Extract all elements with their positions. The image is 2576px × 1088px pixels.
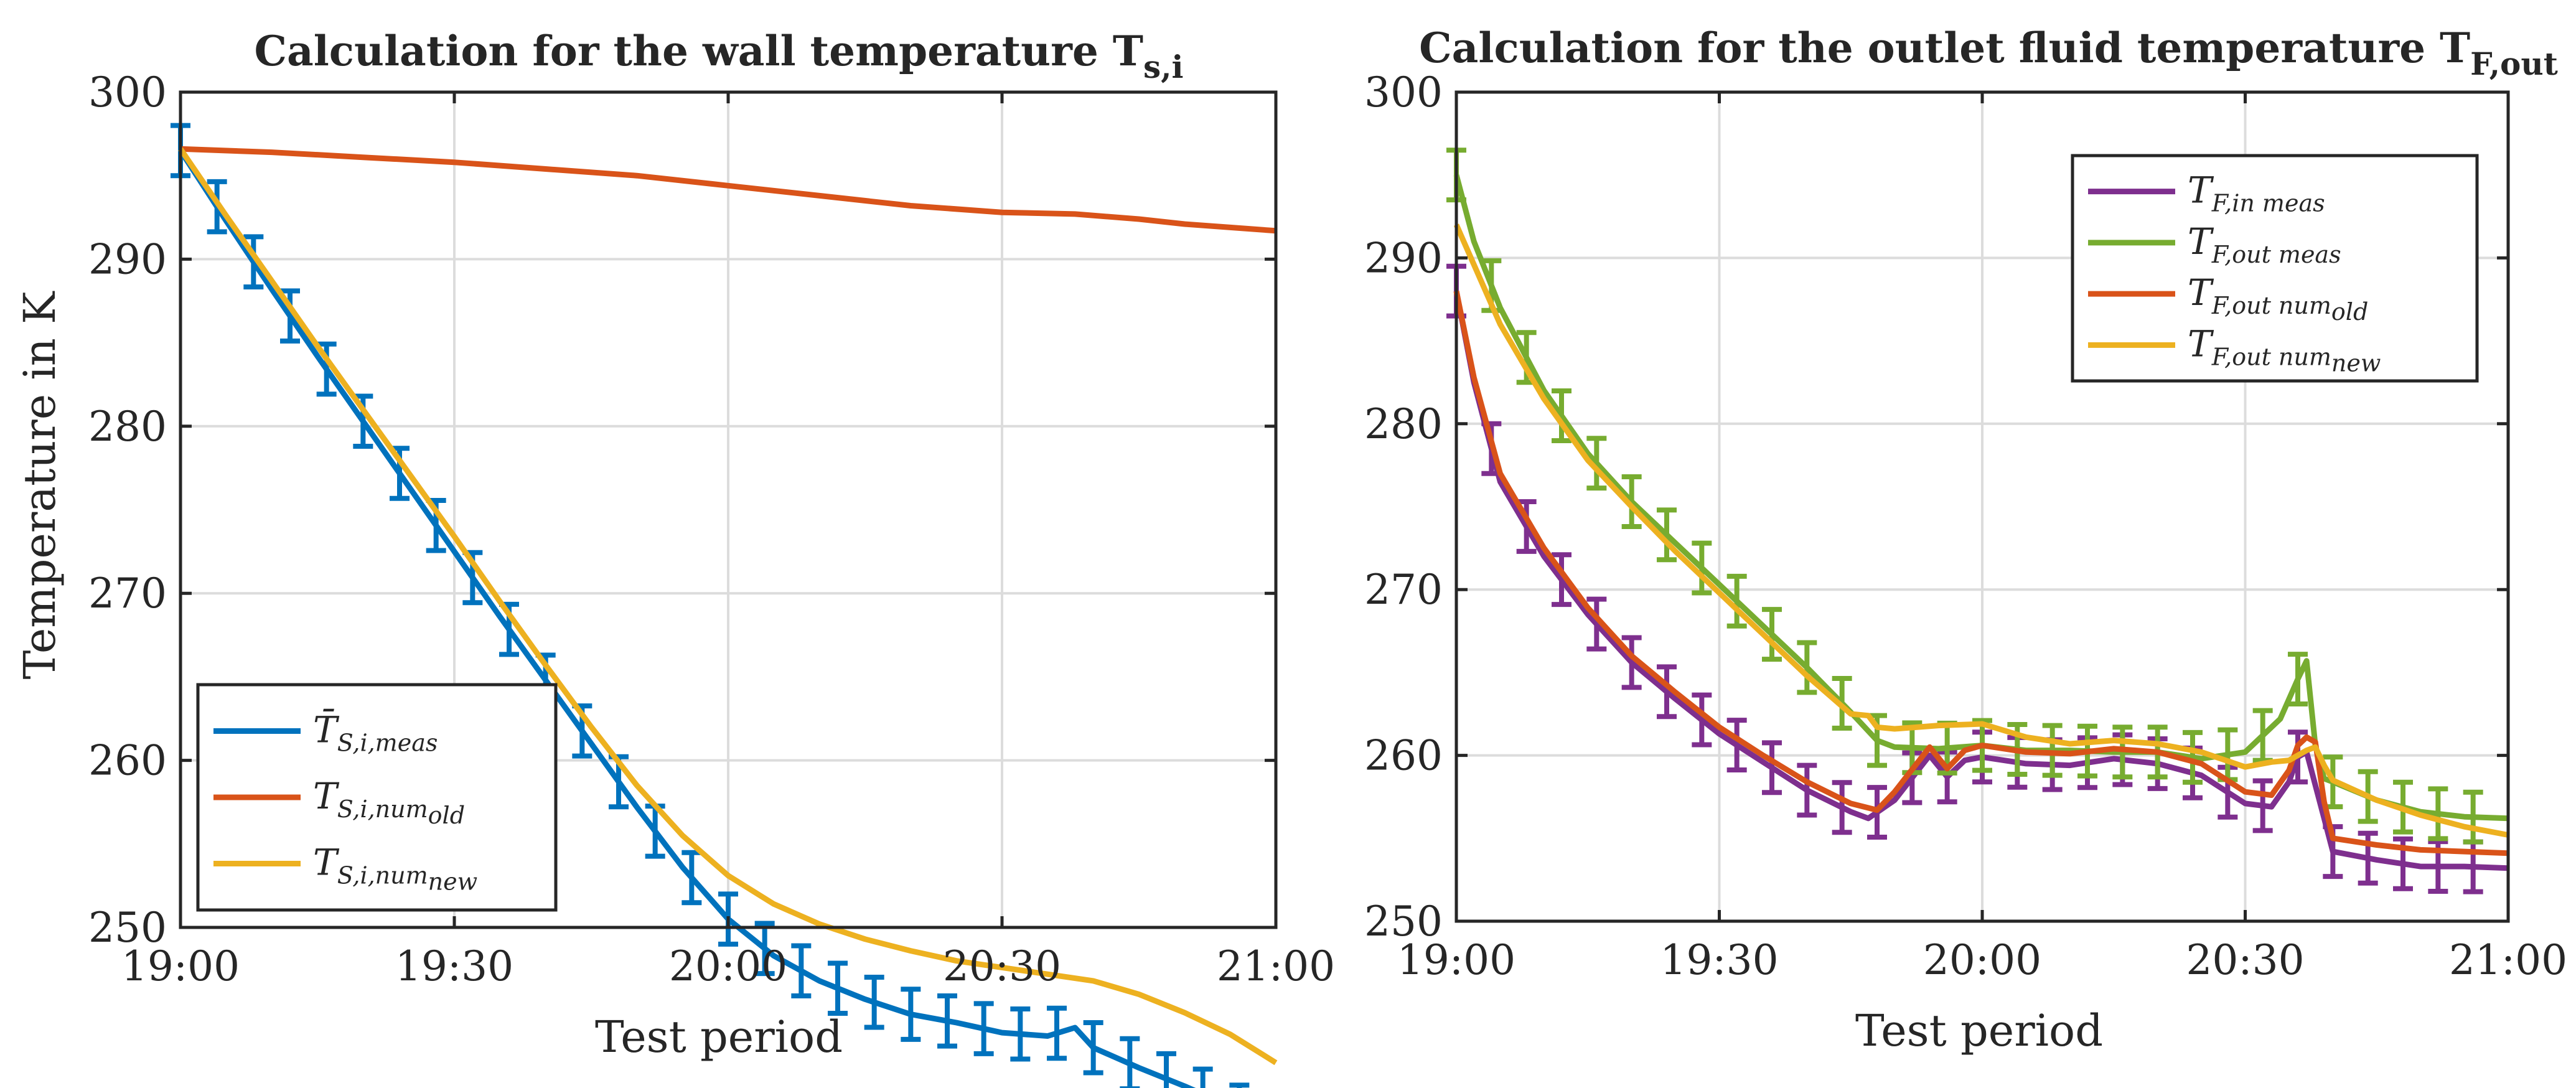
error-bar bbox=[1832, 780, 1852, 835]
error-bar bbox=[1692, 692, 1712, 748]
x-axis-label: Test period bbox=[595, 1011, 843, 1062]
wall-temperature-chart: Calculation for the wall temperature Ts,… bbox=[14, 27, 1335, 1088]
series-line bbox=[178, 149, 1196, 1088]
legend-entry: TF,out meas bbox=[2188, 220, 2341, 268]
y-tick-label: 290 bbox=[88, 235, 167, 283]
error-bar bbox=[1552, 552, 1571, 607]
error-bar bbox=[243, 234, 264, 289]
error-bar bbox=[1797, 762, 1817, 818]
chart-title: Calculation for the outlet fluid tempera… bbox=[1419, 24, 2558, 82]
error-bar bbox=[2252, 778, 2273, 833]
error-bar bbox=[973, 1001, 994, 1056]
y-tick-label: 260 bbox=[1364, 732, 1443, 780]
legend-entry: TF,out numold bbox=[2188, 271, 2368, 326]
error-bar bbox=[1010, 1006, 1031, 1062]
legend-entry: TS,i,numnew bbox=[313, 841, 477, 895]
error-bar bbox=[828, 960, 848, 1016]
error-bar bbox=[1156, 1051, 1176, 1088]
error-bar bbox=[1120, 1036, 1140, 1088]
error-bar bbox=[1586, 596, 1607, 652]
error-bar bbox=[1657, 664, 1677, 720]
legend-entry: T̄S,i,meas bbox=[313, 708, 438, 757]
error-bar bbox=[2428, 786, 2448, 842]
x-tick-label: 21:00 bbox=[1217, 942, 1335, 990]
error-bar bbox=[937, 993, 957, 1049]
error-bar bbox=[1083, 1020, 1103, 1076]
x-tick-label: 21:00 bbox=[2449, 936, 2567, 984]
series-line bbox=[180, 146, 1276, 234]
error-bar bbox=[1762, 607, 1782, 662]
y-tick-label: 270 bbox=[88, 570, 167, 617]
x-tick-label: 19:00 bbox=[1397, 936, 1515, 984]
error-bar bbox=[791, 943, 812, 999]
series-line bbox=[1453, 290, 2509, 856]
error-bar bbox=[1726, 573, 1747, 629]
error-bar bbox=[1552, 388, 1571, 443]
y-tick-label: 260 bbox=[88, 737, 167, 785]
y-tick-label: 280 bbox=[1364, 400, 1443, 448]
legend: T̄S,i,meas TS,i,numold TS,i,numnew bbox=[196, 683, 558, 912]
series-line bbox=[178, 147, 1278, 1066]
error-bar bbox=[1692, 540, 1712, 596]
error-bar bbox=[754, 921, 775, 977]
y-axis-label: Temperature in K bbox=[14, 291, 65, 680]
chart-title: Calculation for the wall temperature Ts,… bbox=[254, 27, 1183, 85]
error-bar bbox=[1047, 1005, 1067, 1061]
y-tick-label: 280 bbox=[88, 403, 167, 451]
error-bar bbox=[2288, 652, 2308, 707]
error-bar bbox=[1192, 1066, 1213, 1088]
y-tick-label: 300 bbox=[88, 68, 167, 116]
y-tick-label: 250 bbox=[88, 904, 167, 952]
error-bar bbox=[1229, 1082, 1250, 1088]
error-bar bbox=[2463, 789, 2483, 845]
error-bar bbox=[1621, 635, 1642, 690]
legend-entry: TF,in meas bbox=[2188, 169, 2325, 217]
x-axis-label: Test period bbox=[1855, 1005, 2103, 1056]
error-bar bbox=[1586, 436, 1607, 491]
y-tick-label: 290 bbox=[1364, 234, 1443, 282]
x-tick-label: 20:00 bbox=[669, 942, 787, 990]
x-tick-label: 19:30 bbox=[1660, 936, 1778, 984]
series-line bbox=[1453, 223, 2509, 838]
error-bar bbox=[1621, 474, 1642, 529]
legend-entry: TF,out numnew bbox=[2188, 322, 2381, 377]
y-tick-label: 270 bbox=[1364, 566, 1443, 614]
error-bar bbox=[2183, 729, 2203, 785]
error-bar bbox=[1762, 740, 1782, 795]
error-bar bbox=[1657, 507, 1677, 563]
x-tick-label: 20:00 bbox=[1923, 936, 2041, 984]
error-bar bbox=[280, 288, 300, 344]
error-bar bbox=[316, 341, 337, 397]
x-tick-label: 20:30 bbox=[2186, 936, 2304, 984]
x-tick-label: 19:00 bbox=[121, 942, 240, 990]
error-bars bbox=[1446, 148, 2483, 845]
error-bar bbox=[901, 987, 921, 1042]
error-bar bbox=[1726, 718, 1747, 773]
error-bar bbox=[1797, 640, 1817, 695]
y-tick-label: 250 bbox=[1364, 898, 1443, 945]
y-tick-label: 300 bbox=[1364, 68, 1443, 116]
outlet-fluid-temperature-chart: Calculation for the outlet fluid tempera… bbox=[1364, 24, 2567, 1056]
x-tick-label: 20:30 bbox=[943, 942, 1061, 990]
x-tick-label: 19:30 bbox=[395, 942, 513, 990]
legend-entry: TS,i,numold bbox=[313, 775, 465, 829]
error-bar bbox=[864, 974, 884, 1030]
